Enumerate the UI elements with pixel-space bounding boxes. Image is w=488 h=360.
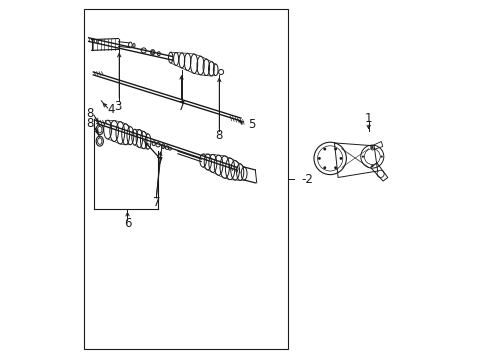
Circle shape xyxy=(333,148,336,150)
Circle shape xyxy=(317,157,320,160)
Text: 4: 4 xyxy=(107,103,115,116)
Circle shape xyxy=(361,156,363,158)
Circle shape xyxy=(370,165,373,167)
Text: 7: 7 xyxy=(152,196,160,209)
Circle shape xyxy=(333,166,336,169)
Circle shape xyxy=(370,146,373,148)
Circle shape xyxy=(323,148,325,150)
Text: -2: -2 xyxy=(301,173,313,186)
Text: 7: 7 xyxy=(156,156,163,169)
Circle shape xyxy=(380,156,382,158)
Text: 8: 8 xyxy=(86,117,94,130)
Text: 7: 7 xyxy=(177,100,185,113)
Text: 3: 3 xyxy=(114,100,121,113)
Circle shape xyxy=(339,157,342,160)
Bar xyxy=(84,9,287,349)
Text: 6: 6 xyxy=(123,217,131,230)
Text: 1: 1 xyxy=(364,112,372,125)
Circle shape xyxy=(323,166,325,169)
Text: 8: 8 xyxy=(86,107,94,120)
Text: 8: 8 xyxy=(215,129,223,142)
Text: 5: 5 xyxy=(247,118,255,131)
